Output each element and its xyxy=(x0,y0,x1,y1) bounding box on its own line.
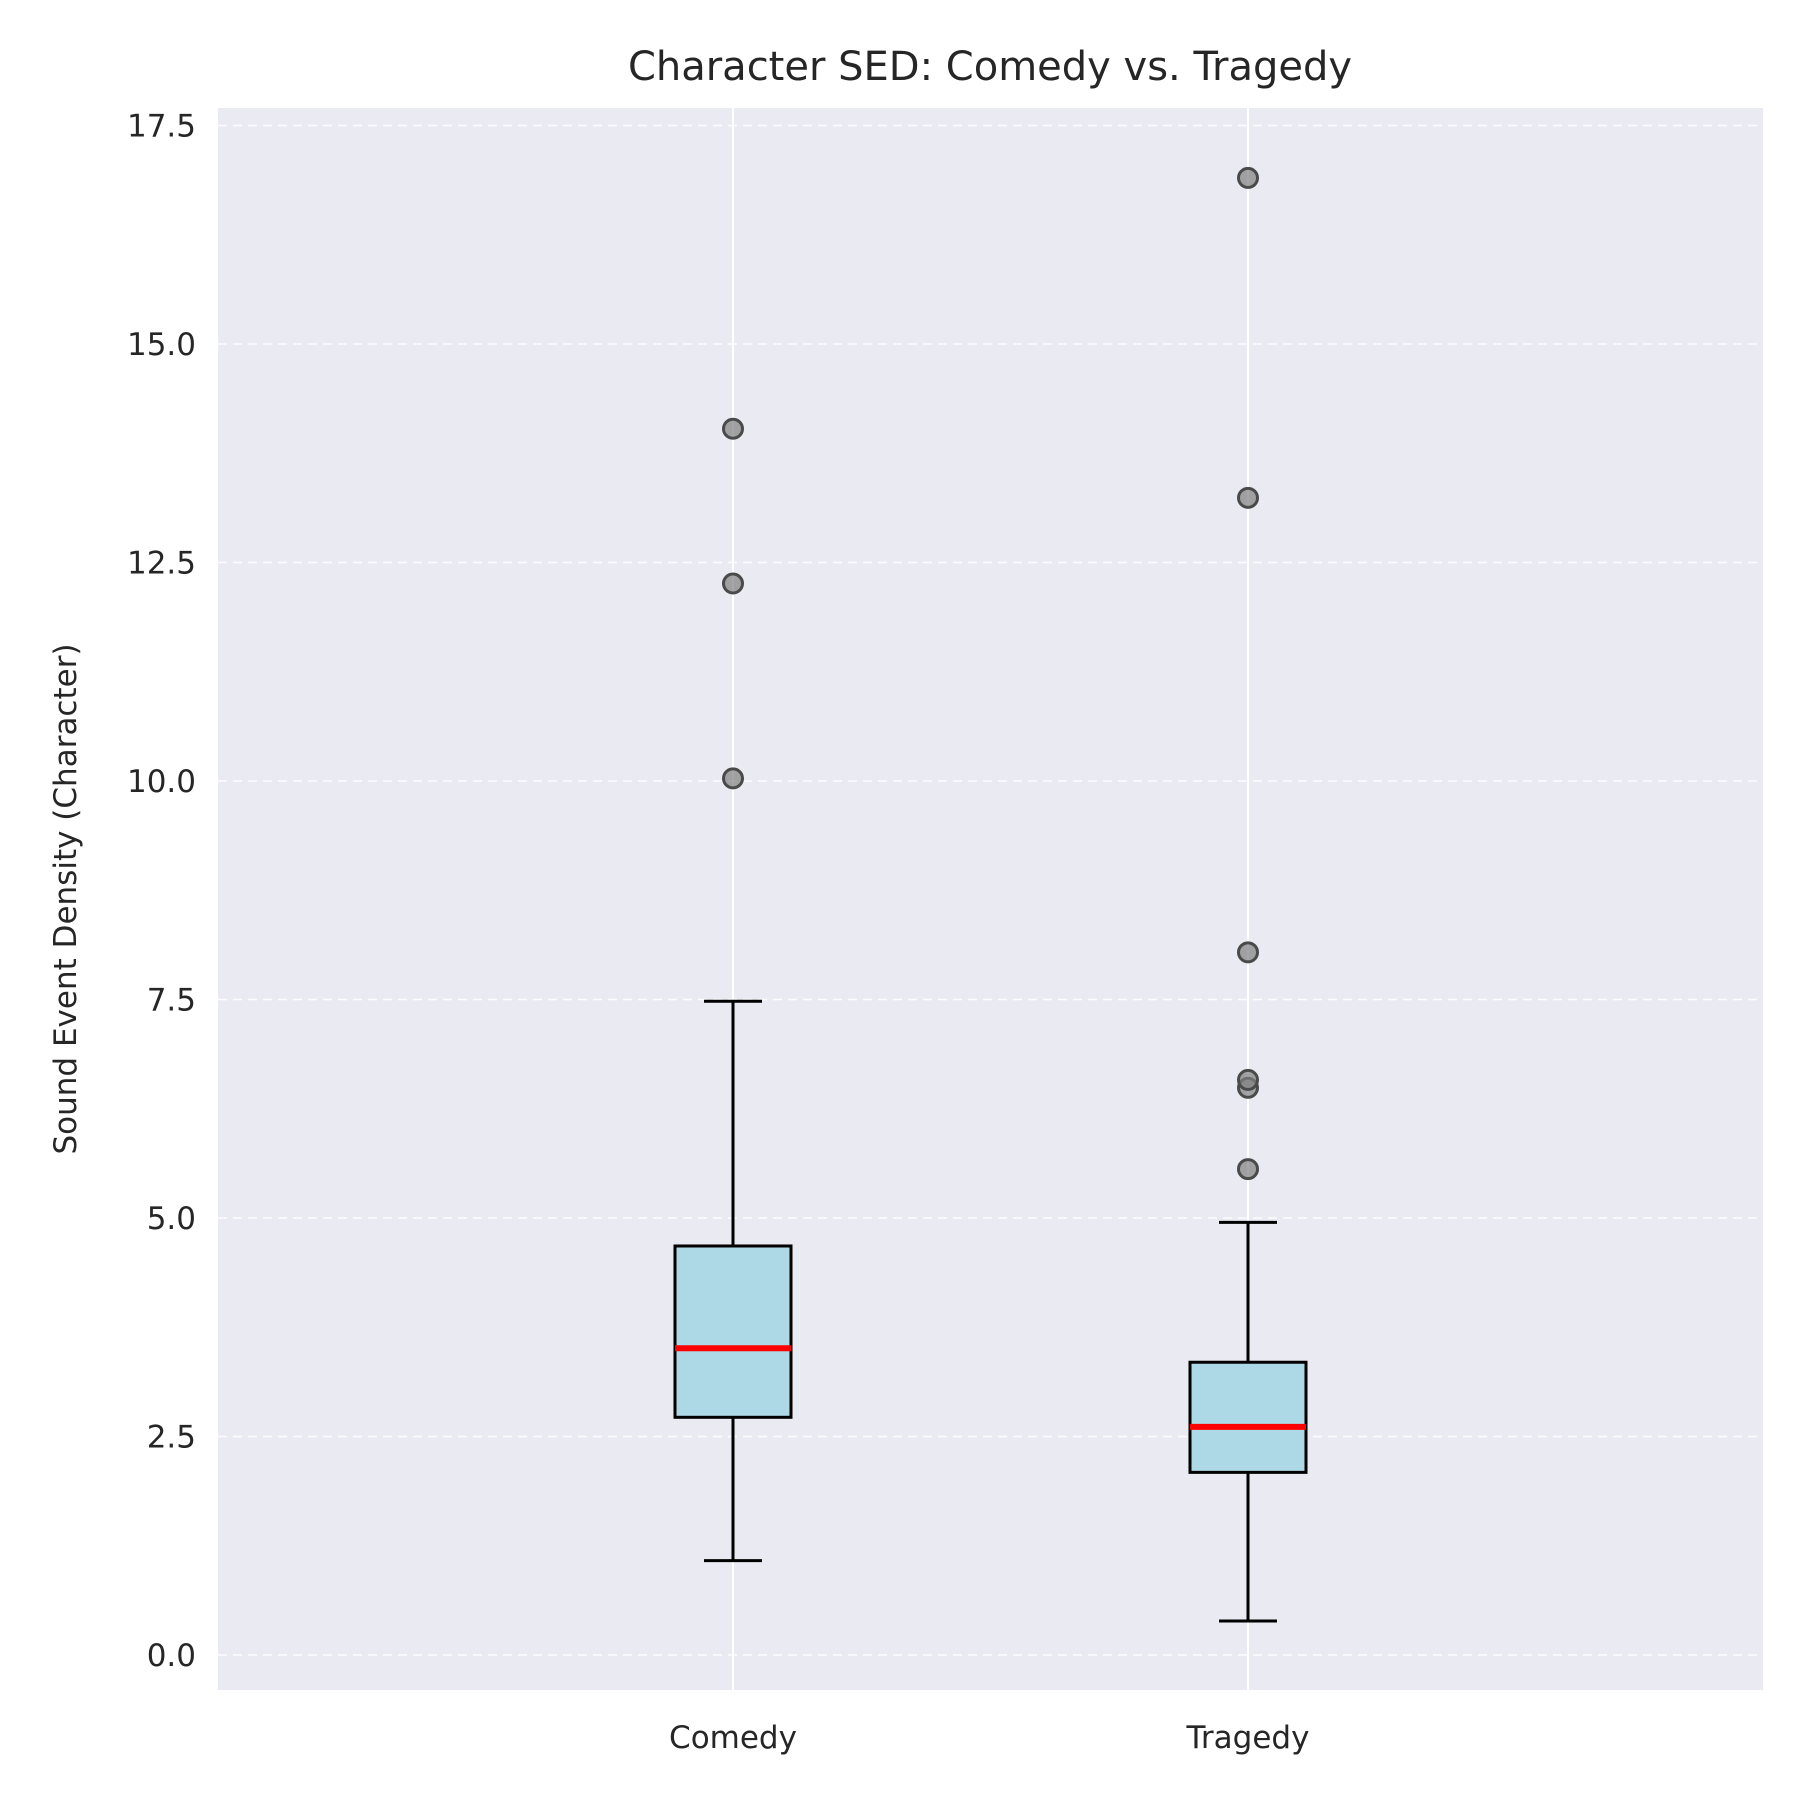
outlier-point xyxy=(1237,486,1259,509)
y-tick-label: 10.0 xyxy=(127,764,196,800)
outlier-point xyxy=(1237,941,1259,964)
y-tick-label: 17.5 xyxy=(127,108,196,144)
outlier-point xyxy=(1237,166,1259,189)
y-tick-labels: 0.0 2.5 5.0 7.5 10.0 12.5 15.0 17.5 xyxy=(127,108,196,1674)
iqr-box xyxy=(1188,1360,1308,1474)
plot-area xyxy=(218,108,1763,1690)
box-tragedy xyxy=(1188,166,1308,1623)
x-tick-label: Tragedy xyxy=(1186,1720,1310,1756)
y-tick-label: 2.5 xyxy=(147,1420,196,1456)
y-tick-label: 0.0 xyxy=(147,1638,196,1674)
box-comedy xyxy=(673,417,793,1563)
y-tick-label: 15.0 xyxy=(127,327,196,363)
outlier-point xyxy=(722,572,744,595)
outlier-point xyxy=(1237,1068,1259,1091)
outlier-point xyxy=(1237,1158,1259,1181)
iqr-box xyxy=(673,1244,793,1419)
y-axis-label: Sound Event Density (Character) xyxy=(48,643,84,1154)
chart-title: Character SED: Comedy vs. Tragedy xyxy=(628,44,1352,90)
outlier-point xyxy=(722,767,744,790)
y-tick-label: 12.5 xyxy=(127,545,196,581)
x-tick-label: Comedy xyxy=(669,1720,797,1756)
y-tick-label: 7.5 xyxy=(147,983,196,1019)
x-tick-labels: Comedy Tragedy xyxy=(669,1720,1309,1756)
y-tick-label: 5.0 xyxy=(147,1201,196,1237)
outlier-point xyxy=(722,417,744,440)
box-layer xyxy=(673,166,1308,1623)
